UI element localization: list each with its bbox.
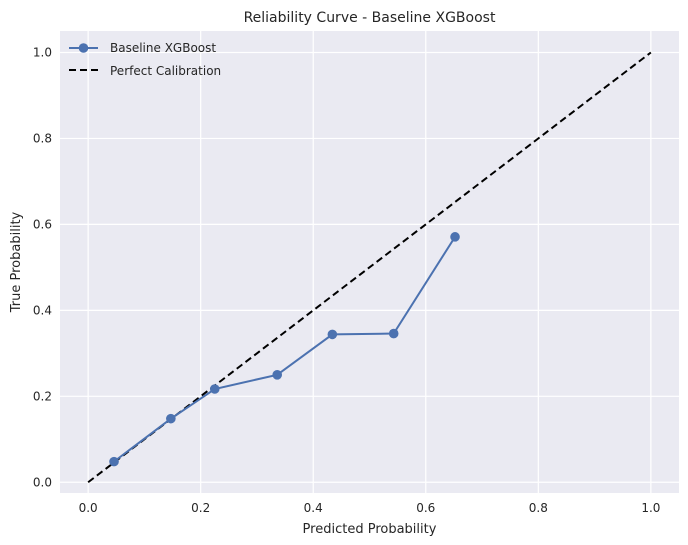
y-axis-ticks: 0.0 0.2 0.4 0.6 0.8 1.0 [33, 45, 52, 489]
baseline-xgboost-point [166, 413, 176, 424]
y-tick-label: 0.4 [33, 303, 52, 317]
y-tick-label: 1.0 [33, 45, 52, 59]
legend-swatch-baseline-marker [78, 43, 89, 53]
legend-item-perfect: Perfect Calibration [69, 64, 221, 78]
x-tick-label: 0.6 [416, 501, 435, 515]
grid-lines [60, 31, 679, 493]
series-layer [87, 51, 652, 484]
legend-label-perfect: Perfect Calibration [110, 64, 221, 78]
x-tick-label: 0.2 [191, 501, 210, 515]
plot-area [60, 31, 679, 493]
baseline-xgboost-point [388, 328, 399, 339]
y-tick-label: 0.0 [33, 475, 52, 489]
chart-title: Reliability Curve - Baseline XGBoost [244, 10, 496, 26]
baseline-xgboost-point [327, 329, 338, 340]
baseline-xgboost-point [109, 456, 119, 467]
y-tick-label: 0.8 [33, 131, 52, 145]
baseline-xgboost-point [450, 232, 460, 242]
baseline-xgboost-point [272, 370, 283, 380]
x-tick-label: 0.4 [304, 501, 323, 515]
y-axis-label: True Probability [9, 211, 24, 313]
legend: Baseline XGBoost Perfect Calibration [69, 41, 221, 78]
x-axis-ticks: 0.0 0.2 0.4 0.6 0.8 1.0 [79, 501, 661, 515]
perfect-calibration-line [87, 51, 652, 484]
y-tick-label: 0.6 [33, 217, 52, 231]
x-tick-label: 1.0 [641, 501, 660, 515]
x-axis-label: Predicted Probability [303, 522, 437, 537]
baseline-xgboost-point [209, 384, 220, 394]
x-tick-label: 0.8 [529, 501, 548, 515]
legend-item-baseline: Baseline XGBoost [69, 41, 216, 55]
legend-label-baseline: Baseline XGBoost [110, 41, 216, 55]
y-tick-label: 0.2 [33, 389, 52, 403]
x-tick-label: 0.0 [79, 501, 98, 515]
